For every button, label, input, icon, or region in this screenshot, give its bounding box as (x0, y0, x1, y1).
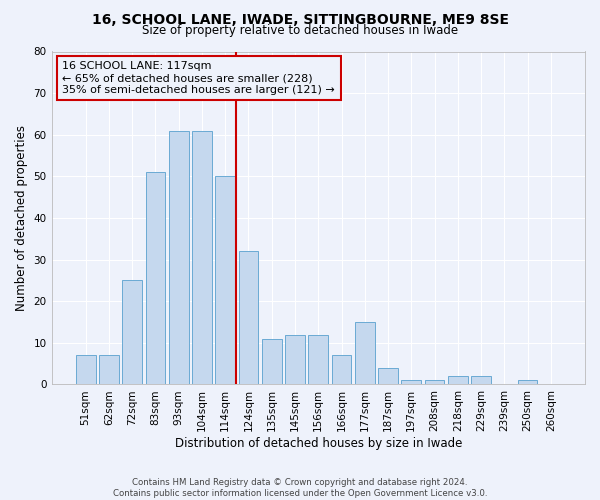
Bar (122, 280, 142, 384)
X-axis label: Distribution of detached houses by size in Iwade: Distribution of detached houses by size … (175, 437, 462, 450)
Bar (99, 356, 119, 384)
Bar (76, 356, 95, 384)
Text: 16 SCHOOL LANE: 117sqm
← 65% of detached houses are smaller (228)
35% of semi-de: 16 SCHOOL LANE: 117sqm ← 65% of detached… (62, 62, 335, 94)
Bar (239, 252, 259, 384)
Bar (448, 376, 468, 384)
Bar (169, 130, 188, 384)
Bar (262, 338, 281, 384)
Bar (146, 172, 166, 384)
Bar (192, 130, 212, 384)
Y-axis label: Number of detached properties: Number of detached properties (15, 125, 28, 311)
Text: Size of property relative to detached houses in Iwade: Size of property relative to detached ho… (142, 24, 458, 37)
Bar (518, 380, 538, 384)
Text: Contains HM Land Registry data © Crown copyright and database right 2024.
Contai: Contains HM Land Registry data © Crown c… (113, 478, 487, 498)
Bar (471, 376, 491, 384)
Bar (401, 380, 421, 384)
Bar (355, 322, 374, 384)
Bar (308, 334, 328, 384)
Text: 16, SCHOOL LANE, IWADE, SITTINGBOURNE, ME9 8SE: 16, SCHOOL LANE, IWADE, SITTINGBOURNE, M… (91, 12, 509, 26)
Bar (378, 368, 398, 384)
Bar (332, 356, 352, 384)
Bar (215, 176, 235, 384)
Bar (285, 334, 305, 384)
Bar (425, 380, 445, 384)
